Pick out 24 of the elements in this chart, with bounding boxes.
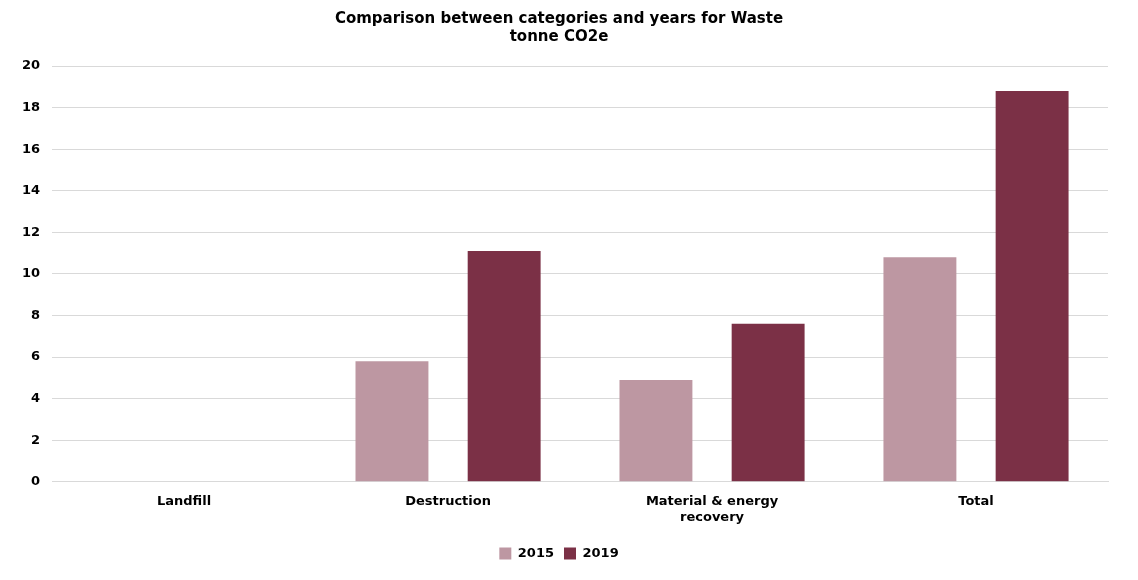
y-tick-label: 12 [22,223,41,239]
y-tick-label: 6 [31,348,41,364]
y-tick-label: 16 [22,140,41,156]
bar [355,361,429,482]
legend-label: 2019 [582,544,619,560]
legend-label: 2015 [517,544,555,560]
y-tick-label: 20 [22,57,41,73]
bar [883,257,957,482]
x-tick-label: Material & energy recovery [645,492,779,524]
y-tick-label: 14 [22,182,41,198]
x-tick-label: Destruction [405,492,491,508]
y-tick-label: 18 [22,98,41,114]
bar [619,379,693,482]
y-tick-label: 8 [31,306,41,322]
bar [467,251,541,482]
x-tick-label: Landfill [156,492,212,508]
x-tick-label: Total [958,492,994,508]
y-tick-label: 4 [31,390,41,406]
bar [731,323,805,482]
y-tick-label: 2 [31,431,41,447]
y-tick-label: 10 [22,265,41,281]
y-tick-label: 0 [31,473,41,489]
chart-title: Comparison between categories and years for Waste tonne CO2e [334,8,784,45]
bar [995,90,1069,482]
